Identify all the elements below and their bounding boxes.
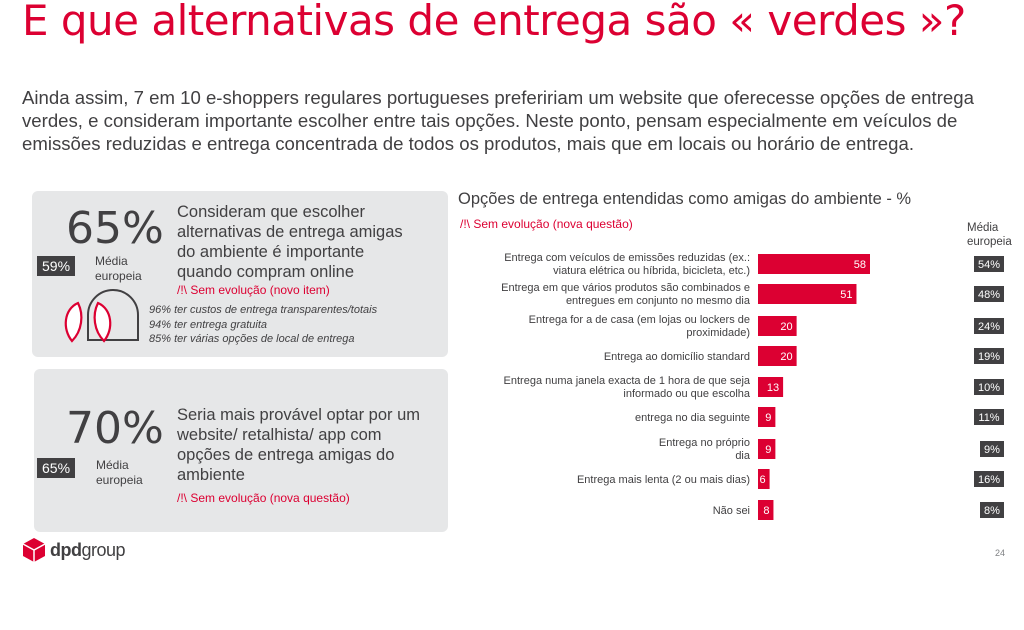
eu-average-tag — [980, 441, 1004, 457]
page-number: 24 — [995, 548, 1006, 558]
detail-item: 94% ter entrega gratuita — [149, 318, 268, 331]
logo-text-bold: dpd — [50, 539, 82, 560]
stat-card-importance: 65% 59% Média europeia Consideram que es… — [32, 191, 448, 357]
eu-average-value: 54% — [978, 259, 1000, 271]
eu-average-value: 8% — [984, 505, 1000, 517]
detail-list: 96% ter custos de entrega transparentes/… — [149, 303, 377, 347]
detail-item: 96% ter custos de entrega transparentes/… — [149, 304, 378, 316]
bar — [758, 469, 770, 489]
eu-average-value: 16% — [978, 474, 1000, 486]
detail-item: 85% ter várias opções de local de entreg… — [149, 333, 355, 345]
category-label: Entrega com veículos de emissões reduzid… — [504, 252, 750, 277]
eu-average-badge: 65% — [37, 458, 76, 478]
bar-value-label: 20 — [780, 351, 792, 363]
bar — [758, 407, 776, 427]
bar — [758, 377, 784, 397]
bar — [758, 316, 797, 336]
eu-average-tag — [974, 409, 1004, 425]
eu-average-tag — [974, 379, 1004, 395]
evolution-note: /!\ Sem evolução (novo item) — [177, 283, 330, 297]
category-label: Entrega for a de casa (em lojas ou locke… — [529, 314, 750, 339]
stat-value: 65% — [66, 203, 164, 254]
chart-note: /!\ Sem evolução (nova questão) — [460, 217, 633, 231]
bar-value-label: 6 — [759, 474, 765, 486]
bar-value-label: 9 — [765, 444, 771, 456]
evolution-note: /!\ Sem evolução (nova questão) — [177, 491, 350, 505]
eu-average-value: 48% — [978, 289, 1000, 301]
dpd-cube-icon — [22, 538, 46, 562]
logo-text-light: group — [81, 539, 126, 560]
category-label: Não sei — [713, 505, 750, 517]
bar — [758, 284, 857, 304]
eu-average-tag — [980, 502, 1004, 518]
eu-average-value: 19% — [978, 351, 1000, 363]
eu-average-value: 11% — [978, 412, 999, 424]
category-label: entrega no dia seguinte — [635, 412, 750, 424]
eu-average-tag — [974, 286, 1004, 302]
eu-average-tag — [974, 348, 1004, 364]
bar — [758, 500, 774, 520]
chart-title: Opções de entrega entendidas como amigas… — [458, 190, 912, 208]
category-label: Entrega mais lenta (2 ou mais dias) — [577, 474, 750, 486]
eu-average-tag — [974, 256, 1004, 272]
category-label: Entrega no próprio dia — [659, 437, 751, 462]
stat-value: 70% — [66, 403, 164, 454]
dpd-logo: dpdgroup — [22, 537, 126, 563]
bar-value-label: 51 — [840, 289, 852, 301]
category-label: Entrega ao domicílio standard — [604, 351, 750, 363]
bar-value-label: 9 — [765, 412, 771, 424]
category-label: Entrega numa janela exacta de 1 hora de … — [504, 375, 751, 400]
eu-average-label: Média europeia — [96, 458, 143, 487]
page-title: E que alternativas de entrega são « verd… — [22, 0, 966, 45]
bar — [758, 254, 870, 274]
stat-card-preference: 70% 65% Média europeia Seria mais prováv… — [34, 369, 448, 532]
leaf-icon — [64, 289, 139, 343]
eu-average-tag — [974, 471, 1004, 487]
stat-description: Seria mais provável optar por um website… — [177, 406, 421, 484]
category-label: Entrega em que vários produtos são combi… — [501, 282, 751, 307]
stat-description: Consideram que escolher alternativas de … — [177, 203, 403, 281]
eu-average-label: Média europeia — [95, 254, 142, 283]
bar-value-label: 8 — [763, 505, 769, 517]
bar-value-label: 58 — [854, 259, 866, 271]
bar — [758, 439, 776, 459]
bar-value-label: 20 — [780, 321, 792, 333]
eu-average-value: 24% — [978, 321, 1000, 333]
intro-paragraph: Ainda assim, 7 em 10 e-shoppers regulare… — [22, 87, 974, 154]
eu-average-value: 10% — [978, 382, 1000, 394]
eu-average-badge: 59% — [37, 256, 76, 276]
eu-average-value: 9% — [984, 444, 1000, 456]
eu-average-column-header: Média europeia — [967, 222, 1012, 248]
bar — [758, 346, 797, 366]
bar-value-label: 13 — [767, 382, 779, 394]
eu-average-tag — [974, 318, 1004, 334]
